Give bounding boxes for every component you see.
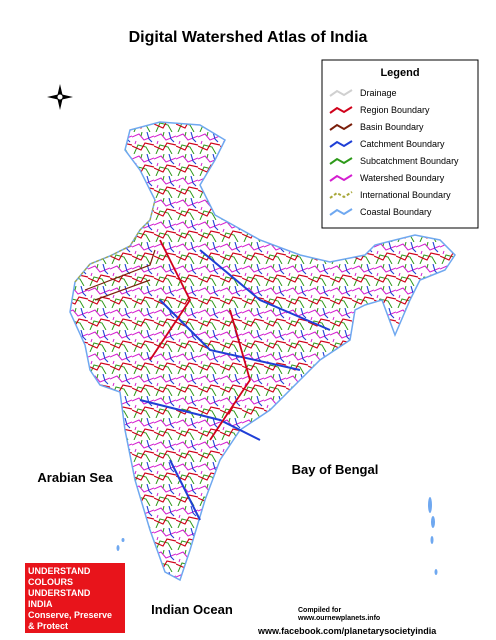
legend-swatch — [329, 208, 353, 216]
legend-swatch — [329, 123, 353, 131]
legend-label: Region Boundary — [360, 105, 430, 115]
legend-swatch — [329, 174, 353, 182]
banner-line: UNDERSTAND — [28, 588, 91, 598]
map — [69, 121, 456, 582]
legend-items: Drainage Region Boundary Basin Boundary Cat… — [329, 88, 459, 217]
compass — [47, 84, 73, 110]
legend-swatch — [329, 106, 353, 114]
credit: Compiled for — [298, 607, 341, 614]
legend-label: Catchment Boundary — [360, 139, 445, 149]
banner-line: Conserve, Preserve — [28, 610, 112, 620]
banner-line: & Protect — [28, 621, 68, 631]
islands — [116, 497, 438, 575]
legend-label: Watershed Boundary — [360, 173, 445, 183]
sea-label: Bay of Bengal — [292, 462, 379, 477]
legend-label: International Boundary — [360, 190, 451, 200]
legend-label: Drainage — [360, 88, 397, 98]
legend-label: Coastal Boundary — [360, 207, 432, 217]
banner-line: INDIA — [28, 599, 53, 609]
banner — [25, 563, 125, 633]
international-boundary — [74, 199, 156, 283]
credit: www.facebook.com/planetarysocietyindia — [257, 626, 437, 636]
banner-line: UNDERSTAND — [28, 566, 91, 576]
legend-title: Legend — [380, 67, 419, 79]
sea-label: Arabian Sea — [37, 470, 113, 485]
legend-swatch — [329, 89, 353, 97]
legend-label: Basin Boundary — [360, 122, 424, 132]
credit: www.ournewplanets.info — [297, 615, 380, 622]
region-lines — [149, 239, 251, 441]
legend-swatch — [329, 157, 353, 165]
legend-label: Subcatchment Boundary — [360, 156, 459, 166]
sea-label: Indian Ocean — [151, 602, 233, 617]
banner-line: COLOURS — [28, 577, 73, 587]
banner-text: UNDERSTANDCOLOURSUNDERSTANDINDIAConserve… — [28, 566, 112, 631]
legend-swatch — [329, 140, 353, 148]
river-lines — [139, 249, 331, 521]
basin-lines — [84, 249, 156, 301]
title: Digital Watershed Atlas of India — [129, 29, 368, 46]
legend: Legend Drainage Region Boundary Basin Boun… — [321, 59, 479, 229]
legend-swatch — [329, 191, 353, 199]
